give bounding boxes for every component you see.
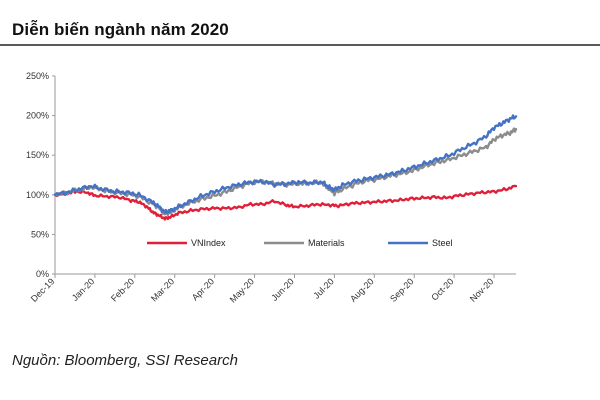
y-tick-label: 50%: [31, 229, 49, 239]
y-tick-label: 100%: [26, 190, 49, 200]
series-line-steel: [53, 114, 518, 215]
title-divider: [0, 44, 600, 46]
y-tick-label: 200%: [26, 111, 49, 121]
legend-label-steel: Steel: [432, 238, 453, 248]
x-tick-label: Jul-20: [311, 276, 335, 300]
x-tick-label: May-20: [228, 276, 256, 304]
x-tick-label: Jan-20: [70, 276, 97, 303]
series-line-materials: [53, 127, 518, 217]
source-note: Nguồn: Bloomberg, SSI Research: [12, 352, 238, 369]
x-tick-label: Nov-20: [468, 276, 496, 304]
x-tick-label: Apr-20: [190, 276, 216, 302]
series-line-vnindex: [53, 184, 518, 221]
x-tick-label: Oct-20: [429, 276, 455, 302]
page-title: Diễn biến ngành năm 2020: [12, 20, 229, 39]
legend-label-materials: Materials: [308, 238, 345, 248]
line-chart: 0% 50% 100% 150% 200% 250% Dec-19 Jan-20 Feb-20 M…: [26, 71, 518, 305]
legend-label-vnindex: VNIndex: [191, 238, 226, 248]
x-tick-label: Dec-19: [29, 276, 57, 304]
x-tick-label: Feb-20: [109, 276, 136, 303]
x-tick-label: Jun-20: [269, 276, 296, 303]
y-tick-label: 150%: [26, 150, 49, 160]
x-tick-label: Mar-20: [149, 276, 176, 303]
y-tick-label: 0%: [36, 269, 49, 279]
y-tick-label: 250%: [26, 71, 49, 81]
x-tick-label: Aug-20: [348, 276, 376, 304]
x-tick-label: Sep-20: [388, 276, 416, 304]
